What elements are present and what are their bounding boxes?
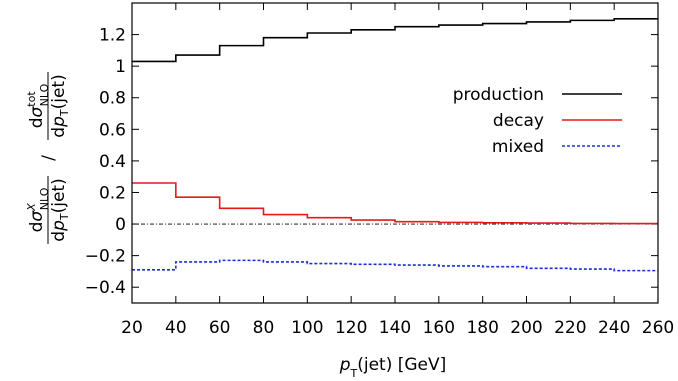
y-tick-label: 1 — [115, 57, 126, 77]
legend-label-production: production — [453, 85, 544, 105]
y-tick-label: −0.4 — [85, 278, 126, 298]
x-tick-label: 240 — [598, 318, 630, 338]
x-tick-label: 40 — [165, 318, 187, 338]
y-tick-label: 0.4 — [99, 152, 126, 172]
axis-ticks — [131, 3, 659, 303]
svg-text:dσtotNLO: dσtotNLO — [25, 83, 51, 128]
svg-text:dpT(jet): dpT(jet) — [49, 74, 71, 137]
y-tick-label: 0.6 — [99, 120, 126, 140]
series-production — [132, 17, 658, 63]
x-tick-label: 120 — [335, 318, 367, 338]
y-tick-labels: −0.4 −0.2 0 0.2 0.4 0.6 0.8 1 1.2 — [85, 26, 126, 299]
x-tick-label: 20 — [121, 318, 143, 338]
plot-frame — [131, 2, 659, 304]
legend: production decay mixed — [453, 85, 622, 157]
x-tick-label: 200 — [510, 318, 542, 338]
x-tick-label: 160 — [423, 318, 455, 338]
x-tick-label: 220 — [554, 318, 586, 338]
svg-text:dpT(jet): dpT(jet) — [49, 178, 71, 241]
x-tick-label: 60 — [209, 318, 231, 338]
y-tick-label: −0.2 — [85, 247, 126, 267]
x-tick-label: 80 — [253, 318, 275, 338]
legend-label-decay: decay — [493, 111, 544, 131]
x-tick-label: 100 — [291, 318, 323, 338]
x-tick-labels: 20 40 60 80 100 120 140 160 180 200 220 240 260 — [121, 318, 674, 338]
y-tick-label: 0.2 — [99, 183, 126, 203]
legend-label-mixed: mixed — [492, 137, 544, 157]
y-tick-label: 1.2 — [99, 26, 126, 46]
series-layer — [132, 17, 658, 272]
y-tick-label: 0 — [115, 215, 126, 235]
y-tick-label: 0.8 — [99, 89, 126, 109]
x-tick-label: 260 — [642, 318, 674, 338]
series-decay — [132, 182, 658, 225]
svg-text:dσXNLO: dσXNLO — [25, 187, 51, 232]
series-mixed — [132, 259, 658, 272]
x-tick-label: 180 — [466, 318, 498, 338]
y-axis-label: dσXNLO dpT(jet) / dσtotNLO dpT(jet) — [25, 72, 71, 244]
svg-text:/: / — [39, 155, 59, 161]
x-tick-label: 140 — [379, 318, 411, 338]
x-axis-label: pT(jet) [GeV] — [339, 355, 447, 380]
